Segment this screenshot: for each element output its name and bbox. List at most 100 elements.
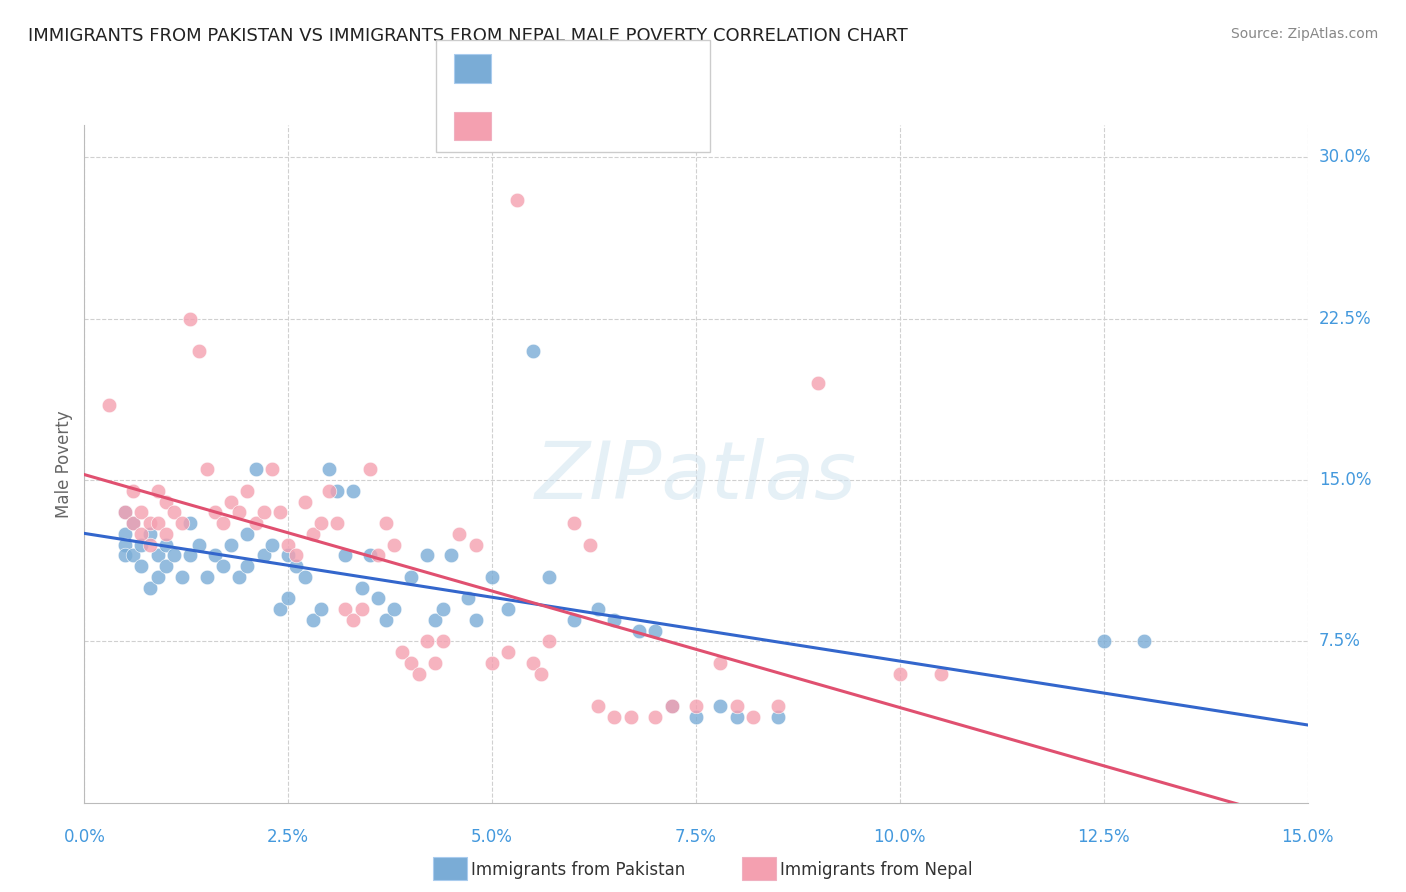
- Point: [131, 537, 153, 551]
- Point: [375, 516, 398, 530]
- Point: [260, 462, 283, 476]
- Point: [481, 570, 503, 584]
- Text: N =: N =: [612, 117, 648, 135]
- Point: [586, 602, 609, 616]
- Point: [131, 559, 153, 574]
- Point: [498, 645, 520, 659]
- Point: [212, 559, 235, 574]
- Point: [603, 613, 626, 627]
- Text: IMMIGRANTS FROM PAKISTAN VS IMMIGRANTS FROM NEPAL MALE POVERTY CORRELATION CHART: IMMIGRANTS FROM PAKISTAN VS IMMIGRANTS F…: [28, 27, 908, 45]
- Text: 12.5%: 12.5%: [1077, 828, 1130, 846]
- Point: [522, 656, 544, 670]
- Point: [212, 516, 235, 530]
- Point: [481, 656, 503, 670]
- Point: [260, 537, 283, 551]
- Point: [122, 516, 145, 530]
- Point: [929, 666, 952, 681]
- Point: [131, 505, 153, 519]
- Point: [138, 526, 160, 541]
- Point: [285, 549, 308, 563]
- Point: [269, 602, 291, 616]
- Point: [342, 483, 364, 498]
- Text: 5.0%: 5.0%: [471, 828, 513, 846]
- Point: [326, 516, 349, 530]
- Point: [277, 537, 299, 551]
- Point: [97, 398, 120, 412]
- Point: [342, 613, 364, 627]
- Point: [326, 483, 349, 498]
- Text: 22.5%: 22.5%: [1319, 310, 1371, 327]
- Point: [644, 709, 666, 723]
- Point: [236, 526, 259, 541]
- Point: [1133, 634, 1156, 648]
- Point: [661, 698, 683, 713]
- Point: [195, 462, 218, 476]
- Point: [766, 698, 789, 713]
- Point: [146, 483, 169, 498]
- Point: [367, 549, 389, 563]
- Point: [138, 516, 160, 530]
- Point: [269, 505, 291, 519]
- Point: [155, 559, 177, 574]
- Text: 10.0%: 10.0%: [873, 828, 927, 846]
- Text: N =: N =: [612, 60, 648, 78]
- Point: [122, 549, 145, 563]
- Point: [1092, 634, 1115, 648]
- Point: [228, 505, 250, 519]
- Point: [423, 613, 446, 627]
- Point: [375, 613, 398, 627]
- Point: [709, 698, 731, 713]
- Point: [301, 613, 323, 627]
- Text: -0.158: -0.158: [541, 60, 600, 78]
- Point: [163, 549, 186, 563]
- Point: [603, 709, 626, 723]
- Point: [579, 537, 602, 551]
- Point: [138, 537, 160, 551]
- Point: [294, 494, 316, 508]
- Point: [562, 516, 585, 530]
- Point: [350, 602, 373, 616]
- Point: [505, 193, 527, 207]
- Point: [163, 505, 186, 519]
- Point: [498, 602, 520, 616]
- Point: [146, 549, 169, 563]
- Text: R =: R =: [499, 117, 540, 135]
- Point: [179, 516, 201, 530]
- Point: [277, 549, 299, 563]
- Text: 7.5%: 7.5%: [1319, 632, 1361, 650]
- Text: ZIPatlas: ZIPatlas: [534, 438, 858, 516]
- Point: [382, 537, 405, 551]
- Point: [382, 602, 405, 616]
- Point: [146, 570, 169, 584]
- Point: [725, 698, 748, 713]
- Point: [449, 526, 471, 541]
- Point: [187, 343, 209, 358]
- Text: 30.0%: 30.0%: [1319, 148, 1371, 166]
- Y-axis label: Male Poverty: Male Poverty: [55, 410, 73, 517]
- Point: [685, 709, 707, 723]
- Point: [661, 698, 683, 713]
- Point: [586, 698, 609, 713]
- Point: [204, 549, 226, 563]
- Point: [155, 526, 177, 541]
- Text: 15.0%: 15.0%: [1319, 471, 1371, 489]
- Point: [350, 581, 373, 595]
- Point: [620, 709, 643, 723]
- Point: [204, 505, 226, 519]
- Point: [457, 591, 479, 606]
- Point: [399, 656, 422, 670]
- Point: [464, 613, 486, 627]
- Point: [416, 549, 439, 563]
- Point: [253, 505, 276, 519]
- Point: [644, 624, 666, 638]
- Text: Immigrants from Nepal: Immigrants from Nepal: [780, 861, 973, 879]
- Text: 68: 68: [651, 60, 673, 78]
- Point: [294, 570, 316, 584]
- Point: [179, 311, 201, 326]
- Point: [236, 483, 259, 498]
- Point: [114, 505, 136, 519]
- Point: [172, 570, 194, 584]
- Point: [285, 559, 308, 574]
- Point: [138, 581, 160, 595]
- Point: [522, 343, 544, 358]
